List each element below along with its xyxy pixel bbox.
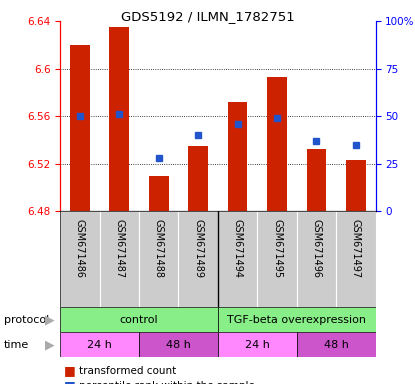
Text: 24 h: 24 h bbox=[87, 339, 112, 350]
Bar bbox=[60, 307, 218, 332]
Text: GSM671496: GSM671496 bbox=[311, 219, 322, 278]
Text: TGF-beta overexpression: TGF-beta overexpression bbox=[227, 314, 366, 325]
Bar bbox=[60, 211, 100, 307]
Text: GSM671488: GSM671488 bbox=[154, 219, 164, 278]
Bar bbox=[218, 332, 297, 357]
Text: GSM671494: GSM671494 bbox=[232, 219, 243, 278]
Text: GSM671486: GSM671486 bbox=[75, 219, 85, 278]
Bar bbox=[297, 332, 376, 357]
Text: GDS5192 / ILMN_1782751: GDS5192 / ILMN_1782751 bbox=[121, 10, 294, 23]
Bar bbox=[307, 149, 326, 211]
Bar bbox=[336, 211, 376, 307]
Bar bbox=[139, 211, 178, 307]
Bar bbox=[178, 211, 218, 307]
Bar bbox=[149, 175, 168, 211]
Bar bbox=[346, 160, 366, 211]
Bar bbox=[267, 77, 287, 211]
Bar bbox=[257, 211, 297, 307]
Bar bbox=[188, 146, 208, 211]
Text: ▶: ▶ bbox=[45, 313, 55, 326]
Text: percentile rank within the sample: percentile rank within the sample bbox=[79, 381, 255, 384]
Bar bbox=[70, 45, 90, 211]
Bar bbox=[100, 211, 139, 307]
Text: GSM671497: GSM671497 bbox=[351, 219, 361, 278]
Text: GSM671495: GSM671495 bbox=[272, 219, 282, 278]
Text: 48 h: 48 h bbox=[324, 339, 349, 350]
Text: protocol: protocol bbox=[4, 314, 49, 325]
Bar bbox=[60, 332, 139, 357]
Text: ■: ■ bbox=[64, 379, 76, 384]
Text: 24 h: 24 h bbox=[245, 339, 270, 350]
Text: GSM671489: GSM671489 bbox=[193, 219, 203, 278]
Bar bbox=[218, 211, 257, 307]
Text: time: time bbox=[4, 339, 29, 350]
Bar bbox=[297, 211, 336, 307]
Bar bbox=[218, 307, 376, 332]
Text: control: control bbox=[120, 314, 159, 325]
Text: ■: ■ bbox=[64, 364, 76, 377]
Text: GSM671487: GSM671487 bbox=[114, 219, 124, 278]
Text: 48 h: 48 h bbox=[166, 339, 191, 350]
Text: ▶: ▶ bbox=[45, 338, 55, 351]
Text: transformed count: transformed count bbox=[79, 366, 176, 376]
Bar bbox=[139, 332, 218, 357]
Bar bbox=[228, 102, 247, 211]
Bar bbox=[110, 27, 129, 211]
